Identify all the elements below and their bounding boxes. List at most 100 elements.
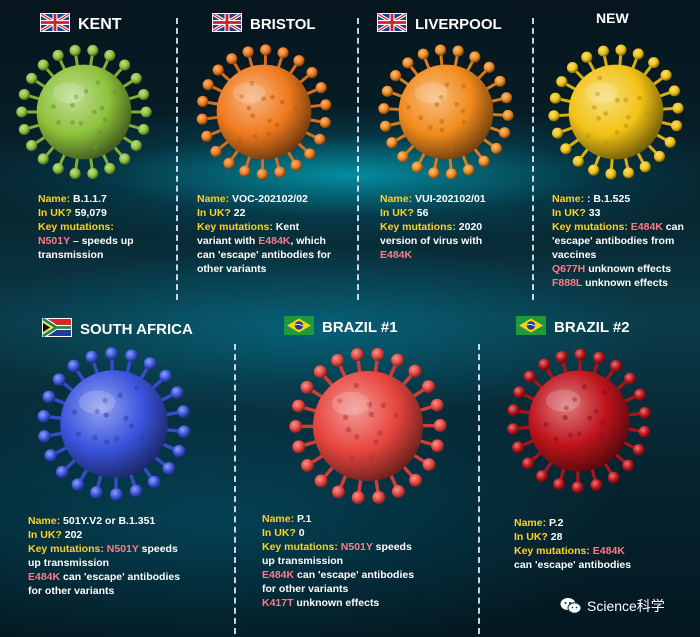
liverpool-virus-icon xyxy=(372,38,520,191)
mutation-description: , which xyxy=(290,235,326,247)
key-mutations-line: Key mutations: 2020 xyxy=(380,220,530,234)
in-uk-label: In UK? xyxy=(28,529,65,541)
in-uk-label: In UK? xyxy=(38,207,75,219)
key-mutations-line: up transmission xyxy=(28,556,233,570)
in-uk-label: In UK? xyxy=(197,207,234,219)
mutation-code: K417T xyxy=(262,597,294,609)
name-label: Name: xyxy=(38,193,74,205)
in-uk-value: 28 xyxy=(550,531,563,543)
name-value: B.1.1.7 xyxy=(73,193,107,205)
mutation-code: E484K xyxy=(28,571,61,583)
key-mutations-label: Key mutations: xyxy=(380,221,459,233)
in-uk-value: 59,079 xyxy=(74,207,107,219)
variant-title-brazil-2: BRAZIL #2 xyxy=(516,316,630,339)
name-value: VUI-202102/01 xyxy=(415,193,486,205)
key-mutations-line: 'escape' antibodies from xyxy=(552,234,700,248)
variant-info-brazil-1: Name: P.1 In UK? 0 Key mutations: N501Y sp… xyxy=(262,512,477,610)
name-label: Name: xyxy=(262,513,298,525)
mutation-description: for other variants xyxy=(262,583,349,595)
in-uk-value: 22 xyxy=(233,207,246,219)
key-mutations-label: Key mutations: xyxy=(262,541,341,553)
key-mutations-label: Key mutations: xyxy=(552,221,631,233)
variant-title-liverpool: LIVERPOOL xyxy=(377,12,502,36)
key-mutations-line: N501Y – speeds up xyxy=(38,234,178,248)
name-label: Name: xyxy=(514,517,550,529)
wechat-icon xyxy=(560,598,582,614)
uk-flag-icon xyxy=(212,12,242,36)
south-africa-flag-icon xyxy=(41,316,72,341)
key-mutations-line: K417T unknown effects xyxy=(262,596,477,610)
variant-title-brazil-1: BRAZIL #1 xyxy=(284,316,398,339)
mutation-description: – speeds up xyxy=(69,235,134,247)
key-mutations-line: E484K xyxy=(380,248,530,262)
in-uk-line: In UK? 59,079 xyxy=(38,206,178,220)
key-mutations-line: vaccines xyxy=(552,248,700,262)
key-mutations-line: E484K can 'escape' antibodies xyxy=(28,570,233,584)
mutation-description: 2020 xyxy=(458,221,483,233)
key-mutations-line: Key mutations: N501Y speeds xyxy=(262,540,477,554)
mutation-code: E484K xyxy=(258,235,291,247)
key-mutations-line: Key mutations: Kent xyxy=(197,220,357,234)
mutation-description: other variants xyxy=(197,263,267,275)
key-mutations-line: F888L unknown effects xyxy=(552,276,700,290)
kent-virus-icon xyxy=(10,38,158,191)
divider-bottom-1 xyxy=(234,344,236,634)
variant-name-line: Name: 501Y.V2 or B.1.351 xyxy=(28,514,233,528)
in-uk-label: In UK? xyxy=(514,531,551,543)
name-label: Name: xyxy=(28,515,64,527)
name-label: Name: xyxy=(197,193,233,205)
name-label: Name: xyxy=(380,193,416,205)
mutation-description: speeds xyxy=(372,541,412,553)
mutation-code: N501Y xyxy=(106,543,139,555)
mutation-code: E484K xyxy=(592,545,625,557)
mutation-description: version of virus with xyxy=(380,235,483,247)
variant-title-text: SOUTH AFRICA xyxy=(80,321,193,338)
mutation-description: can 'escape' antibodies xyxy=(294,569,415,581)
key-mutations-line: Key mutations: E484K can xyxy=(552,220,700,234)
variant-info-kent: Name: B.1.1.7 In UK? 59,079 Key mutations:… xyxy=(38,192,178,262)
variant-info-new: Name: : B.1.525 In UK? 33 Key mutations: E… xyxy=(552,192,700,290)
variant-title-text: BRISTOL xyxy=(250,16,316,33)
key-mutations-line: for other variants xyxy=(262,582,477,596)
key-mutations-line: E484K can 'escape' antibodies xyxy=(262,568,477,582)
in-uk-line: In UK? 22 xyxy=(197,206,357,220)
brazil-flag-icon xyxy=(284,316,314,339)
key-mutations-label: Key mutations: xyxy=(28,543,107,555)
in-uk-line: In UK? 28 xyxy=(514,530,694,544)
name-value: 501Y.V2 or B.1.351 xyxy=(63,515,156,527)
name-value: P.1 xyxy=(297,513,312,525)
mutation-description: unknown effects xyxy=(293,597,380,609)
mutation-code: E484K xyxy=(380,249,413,261)
divider-top-3 xyxy=(532,18,534,300)
watermark-text: Science科学 xyxy=(587,598,665,614)
mutation-description: unknown effects xyxy=(582,277,668,289)
in-uk-line: In UK? 33 xyxy=(552,206,700,220)
mutation-description: can 'escape' antibodies xyxy=(514,559,632,571)
variant-info-south-africa: Name: 501Y.V2 or B.1.351 In UK? 202 Key mu… xyxy=(28,514,233,598)
in-uk-label: In UK? xyxy=(262,527,299,539)
key-mutations-line: version of virus with xyxy=(380,234,530,248)
variant-title-text: NEW xyxy=(596,10,629,26)
variant-name-line: Name: VOC-202102/02 xyxy=(197,192,357,206)
south-africa-virus-icon xyxy=(30,340,198,513)
variant-name-line: Name: VUI-202102/01 xyxy=(380,192,530,206)
variant-title-new: NEW xyxy=(596,10,629,26)
in-uk-value: 33 xyxy=(588,207,601,219)
mutation-description: can xyxy=(662,221,684,233)
divider-top-2 xyxy=(357,18,359,300)
mutation-description: speeds xyxy=(138,543,178,555)
divider-bottom-2 xyxy=(478,344,480,634)
mutation-code: E484K xyxy=(262,569,295,581)
name-value: : B.1.525 xyxy=(587,193,631,205)
key-mutations-line: up transmission xyxy=(262,554,477,568)
variant-title-south-africa: SOUTH AFRICA xyxy=(41,316,193,341)
brazil-flag-icon xyxy=(516,316,546,339)
in-uk-value: 202 xyxy=(64,529,83,541)
mutation-code: F888L xyxy=(552,277,583,289)
in-uk-line: In UK? 202 xyxy=(28,528,233,542)
mutation-code: E484K xyxy=(630,221,663,233)
in-uk-value: 0 xyxy=(298,527,305,539)
watermark: Science科学 xyxy=(560,596,665,616)
mutation-code: N501Y xyxy=(340,541,373,553)
key-mutations-line: Q677H unknown effects xyxy=(552,262,700,276)
